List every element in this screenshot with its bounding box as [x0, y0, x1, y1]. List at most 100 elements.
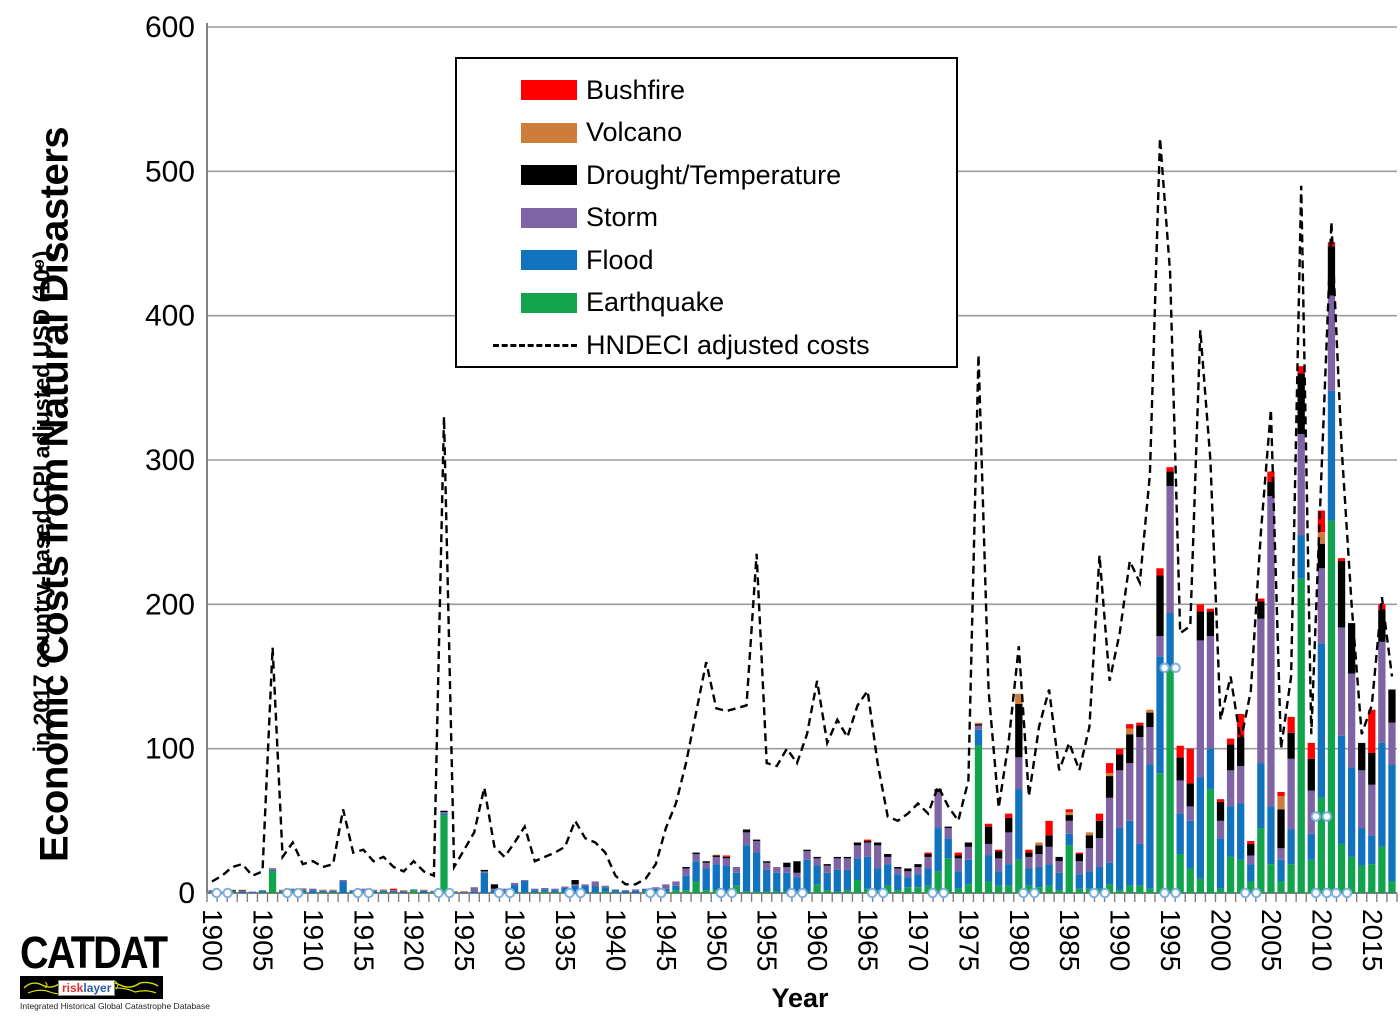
flood-segment [1297, 535, 1305, 579]
storm-segment [894, 868, 902, 875]
storm-segment [1045, 846, 1053, 865]
flood-segment [1347, 767, 1356, 857]
earthquake-segment [1126, 885, 1134, 893]
drought-temperature-segment [1378, 610, 1386, 642]
bar-1994 [1156, 568, 1164, 893]
bar-1979 [1005, 813, 1013, 893]
bar-1981 [1025, 849, 1033, 893]
volcano-segment [379, 889, 388, 891]
earthquake-segment [773, 891, 781, 893]
risklayer-wordmark: risklayer [58, 980, 116, 996]
bar-1934 [551, 888, 559, 894]
flood-segment [1267, 806, 1275, 865]
flood-segment [581, 885, 589, 893]
bushfire-segment [1216, 799, 1225, 803]
data-point-marker-1988 [1088, 887, 1100, 899]
flood-segment [591, 886, 599, 893]
data-point-marker-1915 [352, 887, 364, 899]
bar-1940 [611, 889, 620, 894]
legend-label: Storm [586, 202, 659, 233]
storm-segment [500, 888, 509, 891]
earthquake-segment [823, 890, 831, 893]
bushfire-segment [1368, 709, 1376, 753]
data-point-marker-1908 [293, 887, 304, 899]
storm-segment [1005, 832, 1013, 865]
flood-segment [742, 845, 751, 892]
bar-2001 [1226, 738, 1235, 893]
drought-temperature-segment [1307, 758, 1315, 791]
earthquake-segment [1388, 881, 1396, 893]
storm-segment [238, 890, 246, 892]
data-point-marker-1944 [656, 887, 667, 899]
flood-segment [621, 890, 630, 893]
earthquake-segment [1337, 843, 1346, 893]
storm-segment [783, 867, 791, 873]
bushfire-segment [1267, 471, 1275, 482]
flood-segment [1025, 868, 1033, 886]
storm-segment [1247, 855, 1255, 865]
y-tick-label-100: 100 [145, 733, 195, 766]
drought-temperature-segment [934, 789, 942, 792]
flood-segment [410, 889, 418, 891]
storm-segment [379, 890, 388, 891]
data-point-marker-1951 [715, 887, 727, 899]
bar-1951 [722, 855, 731, 893]
bar-2009 [1307, 742, 1315, 893]
bar-1968 [894, 867, 902, 893]
flood-segment [843, 869, 852, 891]
bar-1988 [1095, 813, 1104, 893]
flood-segment [662, 888, 670, 892]
flood-segment [551, 890, 559, 893]
drought-temperature-segment [914, 864, 922, 868]
earthquake-segment [1025, 885, 1033, 893]
flood-segment [914, 874, 922, 888]
storm-segment [1156, 636, 1164, 657]
data-point-marker-2003 [1251, 887, 1262, 899]
drought-temperature-segment [1085, 835, 1094, 849]
bushfire-segment [1287, 716, 1295, 733]
earthquake-segment [1307, 859, 1315, 893]
drought-temperature-segment [813, 856, 821, 859]
bushfire-segment [1186, 748, 1194, 784]
drought-temperature-segment [1156, 575, 1164, 637]
earthquake-segment [389, 892, 398, 894]
flood-segment [894, 874, 902, 891]
storm-segment [1146, 727, 1154, 765]
flood-segment [480, 872, 488, 893]
bar-1923 [440, 810, 448, 893]
flood-segment [1146, 764, 1154, 889]
flood-segment [1388, 764, 1396, 882]
bar-1901 [218, 891, 226, 894]
bar-1946 [672, 881, 680, 893]
storm-segment [672, 881, 680, 886]
storm-segment [1297, 434, 1305, 536]
bar-1906 [268, 868, 277, 893]
drought-temperature-segment [783, 862, 791, 868]
storm-segment [248, 891, 257, 893]
earthquake-segment [258, 892, 267, 894]
x-tick-label-1935: 1935 [550, 909, 581, 971]
drought-temperature-segment [722, 856, 731, 859]
flood-segment [944, 838, 952, 859]
storm-segment [1378, 641, 1386, 743]
flood-segment [1065, 833, 1073, 846]
volcano-segment [1126, 728, 1134, 735]
volcano-segment [974, 722, 983, 725]
x-tick-label-1990: 1990 [1105, 909, 1136, 971]
bushfire-segment [954, 852, 962, 856]
drought-temperature-segment [1045, 835, 1053, 847]
bushfire-segment [1156, 568, 1164, 576]
storm-segment [1257, 618, 1265, 764]
x-tick-label-1900: 1900 [197, 909, 228, 971]
bar-1962 [833, 856, 841, 893]
flood-segment [783, 872, 791, 892]
volcano-segment [420, 889, 428, 891]
drought-temperature-segment [793, 861, 801, 873]
flood-segment [440, 813, 448, 816]
storm-segment [1216, 820, 1225, 839]
bar-1915 [359, 888, 367, 894]
bar-1904 [248, 891, 257, 894]
bar-1975 [964, 842, 973, 893]
bar-2013 [1347, 623, 1356, 893]
flood-segment [1085, 871, 1094, 889]
